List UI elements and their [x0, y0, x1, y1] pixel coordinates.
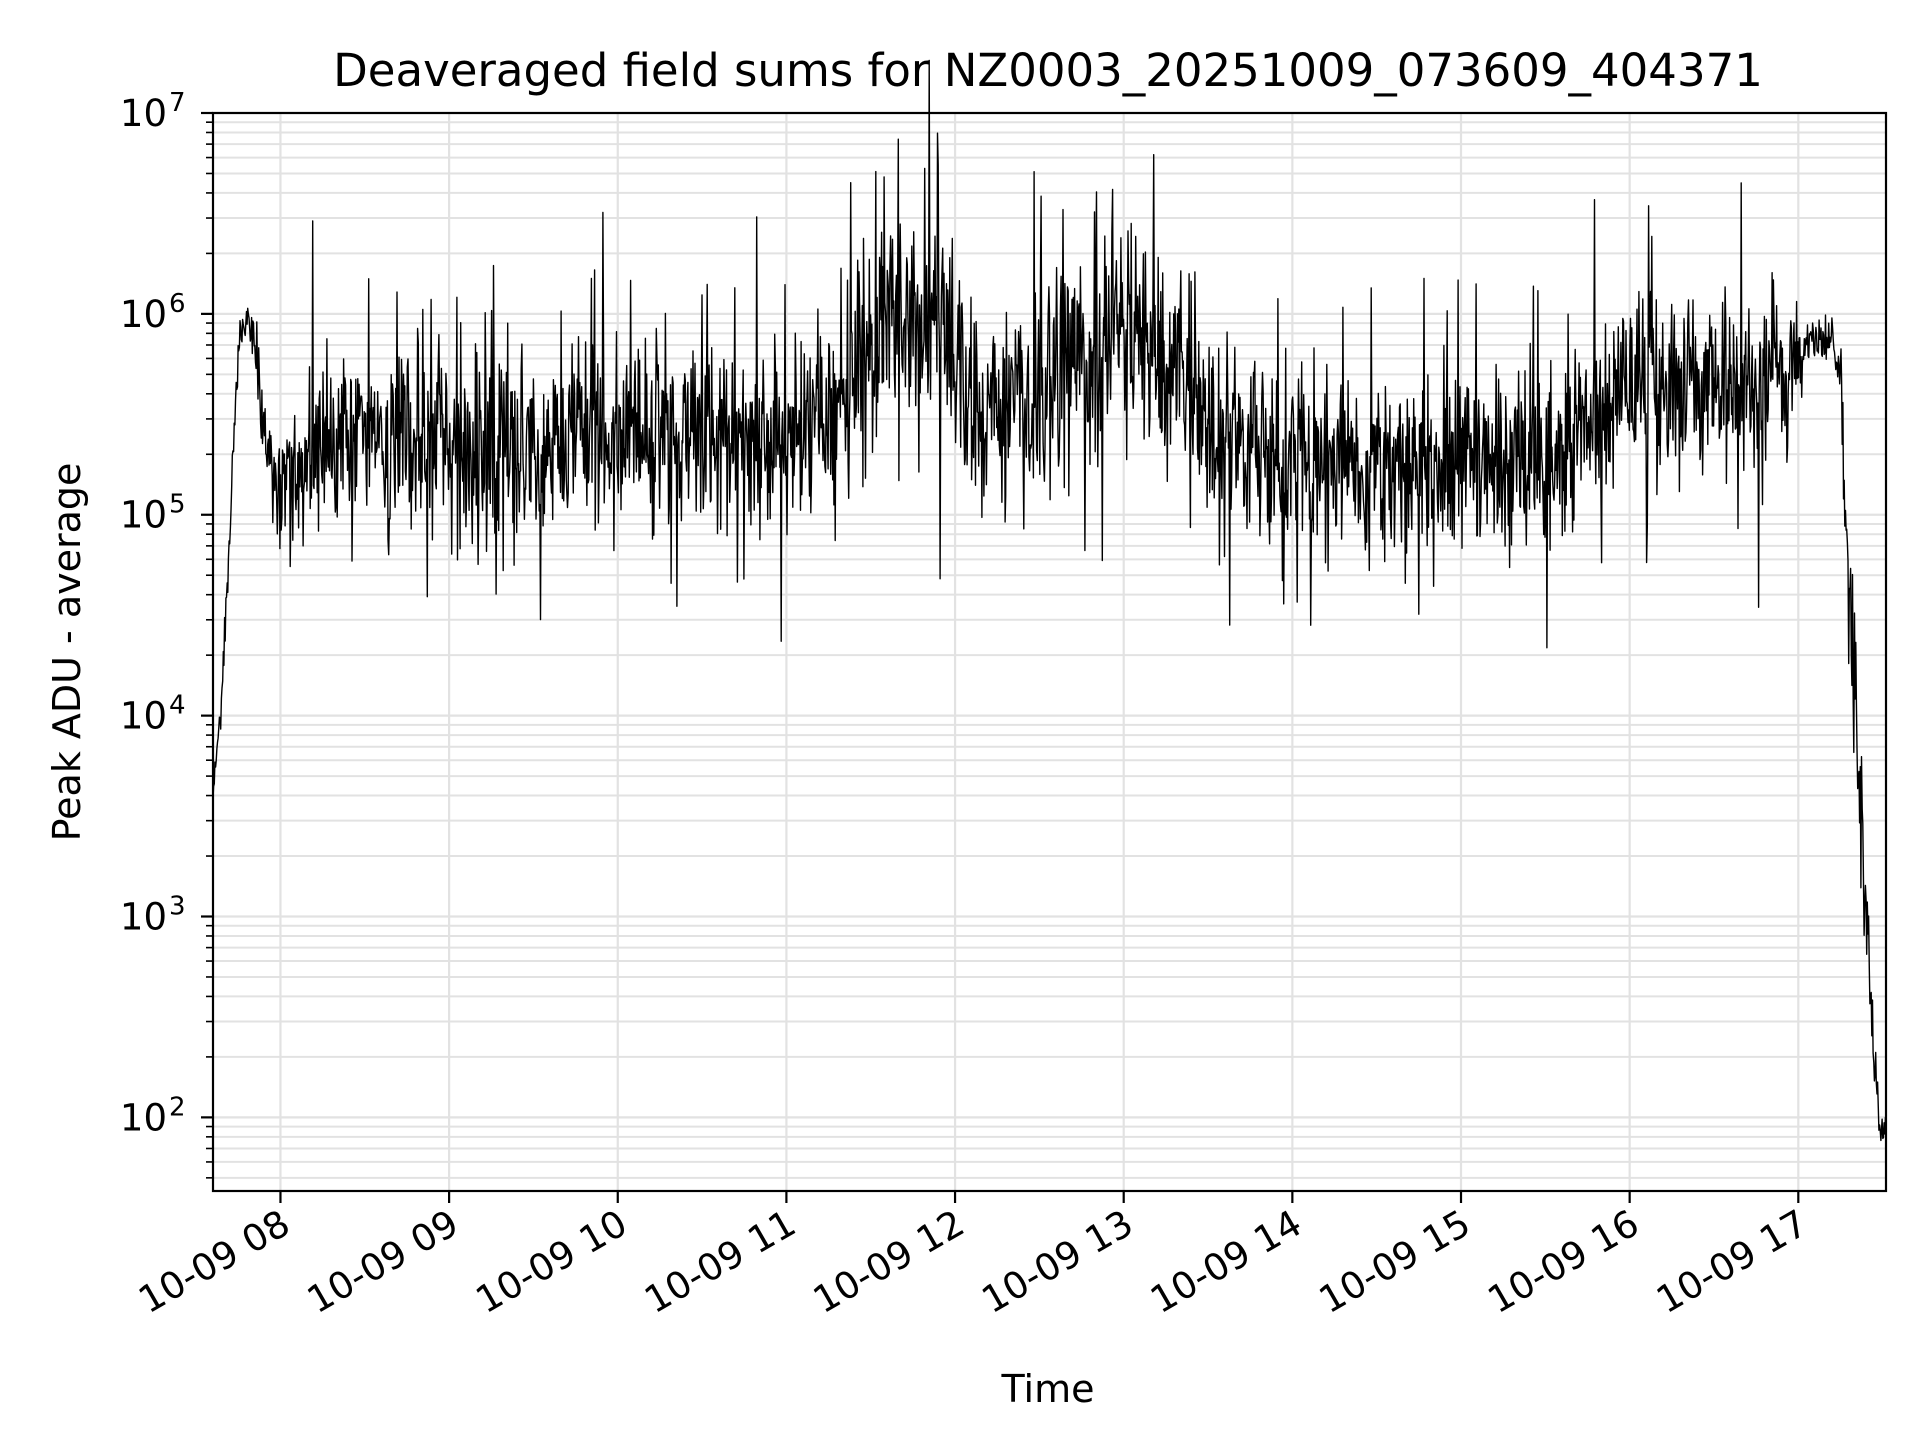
y-tick-label: 10	[120, 494, 167, 537]
y-tick-label-exponent: 2	[169, 1092, 186, 1122]
y-tick-label-exponent: 4	[169, 691, 186, 721]
plot-area	[213, 113, 1886, 1191]
y-tick-label-exponent: 6	[169, 289, 186, 319]
y-tick-label-exponent: 5	[169, 490, 186, 520]
data-series	[212, 59, 1887, 1142]
y-tick-label: 10	[120, 695, 167, 738]
chart-title: Deaveraged field sums for NZ0003_2025100…	[333, 44, 1763, 97]
y-tick-label: 10	[120, 293, 167, 336]
x-axis-label: Time	[1001, 1367, 1095, 1411]
y-tick-label: 10	[120, 92, 167, 135]
y-tick-label: 10	[120, 895, 167, 938]
series-line	[212, 59, 1887, 1142]
y-tick-label: 10	[120, 1096, 167, 1139]
y-tick-label-exponent: 7	[169, 88, 186, 118]
y-axis-label: Peak ADU - average	[45, 463, 89, 842]
plot-frame	[211, 111, 1888, 1193]
y-tick-label-exponent: 3	[169, 891, 186, 921]
